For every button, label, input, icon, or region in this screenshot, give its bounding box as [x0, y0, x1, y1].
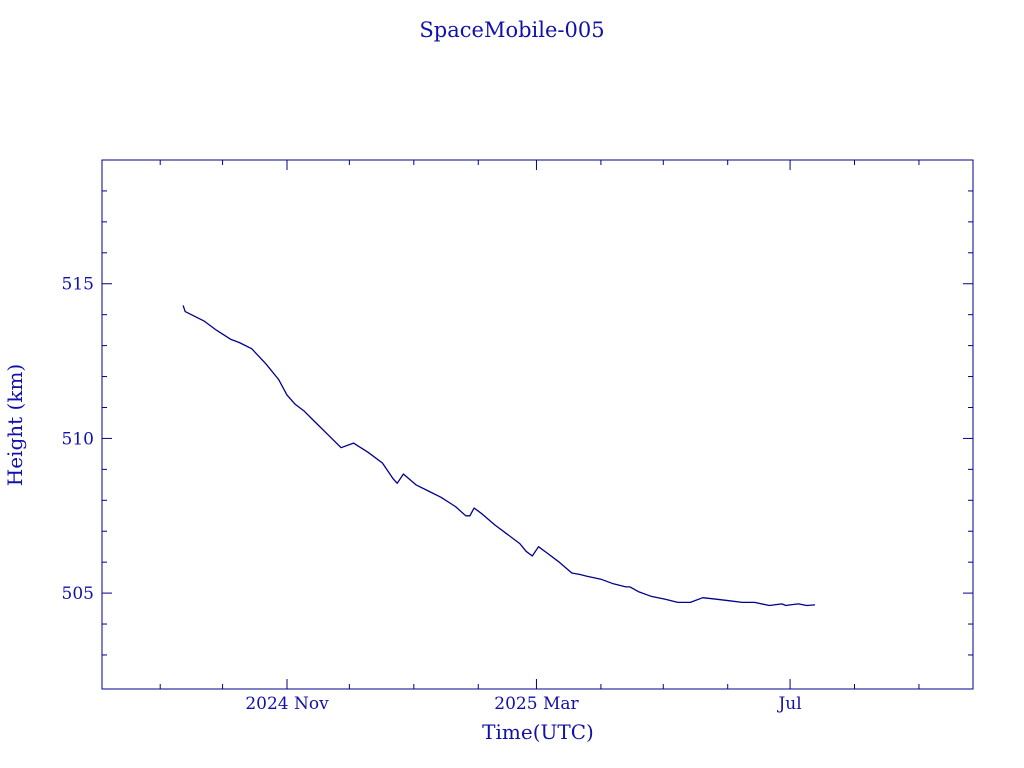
y-tick-label: 505: [62, 584, 94, 604]
x-axis-label: Time(UTC): [482, 720, 594, 744]
series-layer: [182, 305, 816, 607]
x-tick-label: 2025 Mar: [494, 694, 579, 714]
series-line-height: [182, 305, 816, 607]
x-tick-label: Jul: [776, 694, 801, 714]
y-tick-label: 510: [62, 429, 94, 449]
y-axis-label: Height (km): [3, 364, 27, 486]
plot-frame: [101, 159, 974, 690]
chart-title: SpaceMobile-005: [419, 18, 604, 42]
x-tick-label: 2024 Nov: [245, 694, 329, 714]
ticks-layer: 2024 Nov 2025 Mar Jul 505 510 515: [62, 160, 973, 714]
y-tick-label: 515: [62, 275, 94, 295]
